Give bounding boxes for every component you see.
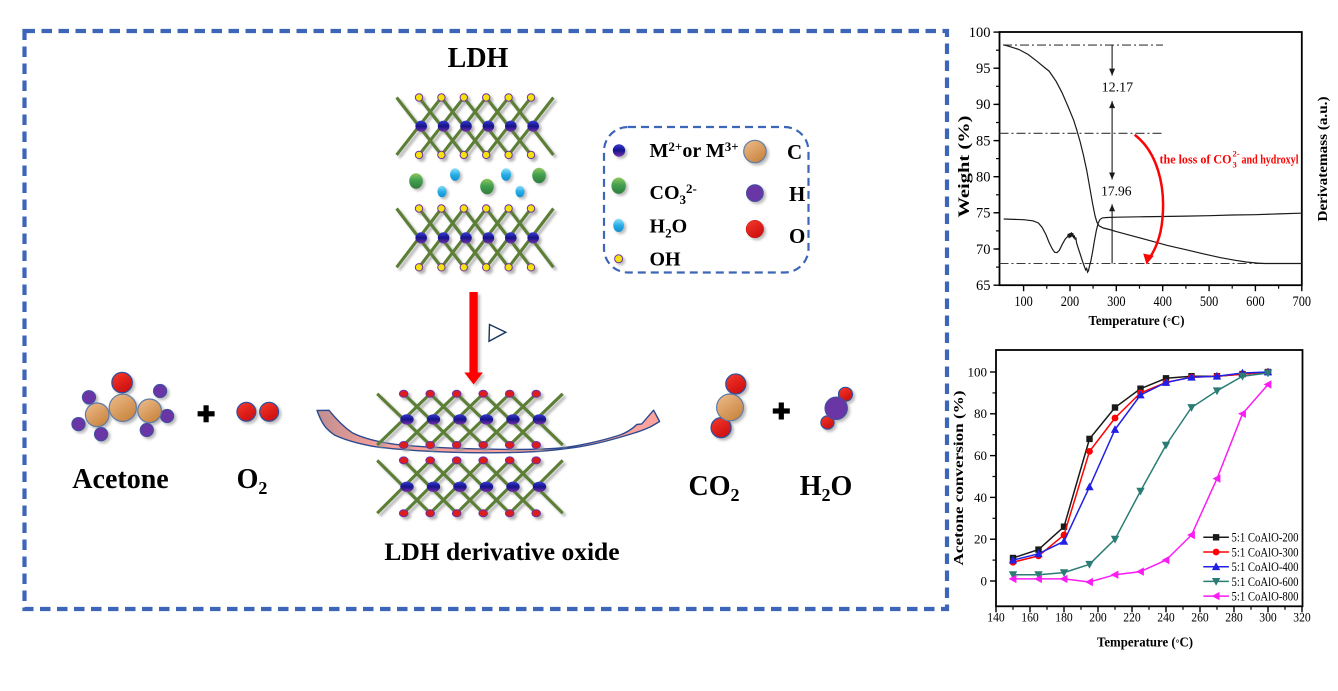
svg-text:400: 400 [1153,294,1172,310]
svg-text:Acetone: Acetone [72,464,168,495]
svg-text:20: 20 [974,532,987,547]
svg-text:LDH derivative oxide: LDH derivative oxide [384,537,619,566]
svg-text:500: 500 [1200,294,1219,310]
svg-text:260: 260 [1191,609,1209,624]
svg-text:80: 80 [974,406,987,421]
svg-text:the loss of CO: the loss of CO [1160,153,1232,167]
svg-text:95: 95 [976,61,991,77]
svg-text:100: 100 [968,364,988,379]
svg-text:H: H [789,182,805,206]
svg-text:300: 300 [1107,294,1126,310]
svg-text:100: 100 [1014,294,1033,310]
svg-text:75: 75 [976,206,991,222]
svg-text:60: 60 [974,448,987,463]
svg-text:700: 700 [1293,294,1312,310]
svg-text:80: 80 [976,170,991,186]
svg-text:200: 200 [1089,609,1107,624]
svg-text:LDH: LDH [448,43,509,74]
svg-text:12.17: 12.17 [1102,81,1134,96]
svg-text:5:1 CoAlO-300: 5:1 CoAlO-300 [1232,544,1299,559]
svg-text:280: 280 [1225,609,1243,624]
svg-text:40: 40 [974,490,987,505]
svg-text:Temperature (°C): Temperature (°C) [1089,313,1185,328]
svg-text:320: 320 [1293,609,1311,624]
svg-text:Temperature (°C): Temperature (°C) [1097,635,1193,650]
svg-text:600: 600 [1246,294,1265,310]
svg-text:70: 70 [976,242,991,258]
svg-text:17.96: 17.96 [1101,184,1132,199]
svg-text:240: 240 [1157,609,1175,624]
svg-text:OH: OH [650,249,682,271]
svg-text:100: 100 [969,25,991,41]
svg-text:5:1 CoAlO-400: 5:1 CoAlO-400 [1232,559,1299,574]
svg-text:300: 300 [1259,609,1277,624]
svg-text:3: 3 [1233,160,1237,170]
svg-text:85: 85 [976,133,991,149]
svg-text:90: 90 [976,97,991,113]
svg-text:140: 140 [987,609,1005,624]
svg-text:C: C [787,140,802,164]
svg-text:65: 65 [976,278,991,294]
svg-text:5:1 CoAlO-800: 5:1 CoAlO-800 [1232,589,1299,604]
svg-text:160: 160 [1021,609,1039,624]
svg-text:180: 180 [1055,609,1073,624]
svg-text:Acetone conversion (%): Acetone conversion (%) [951,391,966,566]
svg-text:Derivatemass (a.u.): Derivatemass (a.u.) [1316,96,1331,221]
svg-text:200: 200 [1061,294,1080,310]
svg-text:0: 0 [981,573,988,588]
svg-text:and hydroxyl: and hydroxyl [1242,153,1299,167]
svg-text:5:1 CoAlO-200: 5:1 CoAlO-200 [1232,530,1299,545]
svg-text:5:1 CoAlO-600: 5:1 CoAlO-600 [1232,574,1299,589]
svg-text:220: 220 [1123,609,1141,624]
svg-text:2-: 2- [1233,149,1240,159]
svg-text:Weight (%): Weight (%) [956,116,973,218]
svg-text:O: O [789,224,805,248]
